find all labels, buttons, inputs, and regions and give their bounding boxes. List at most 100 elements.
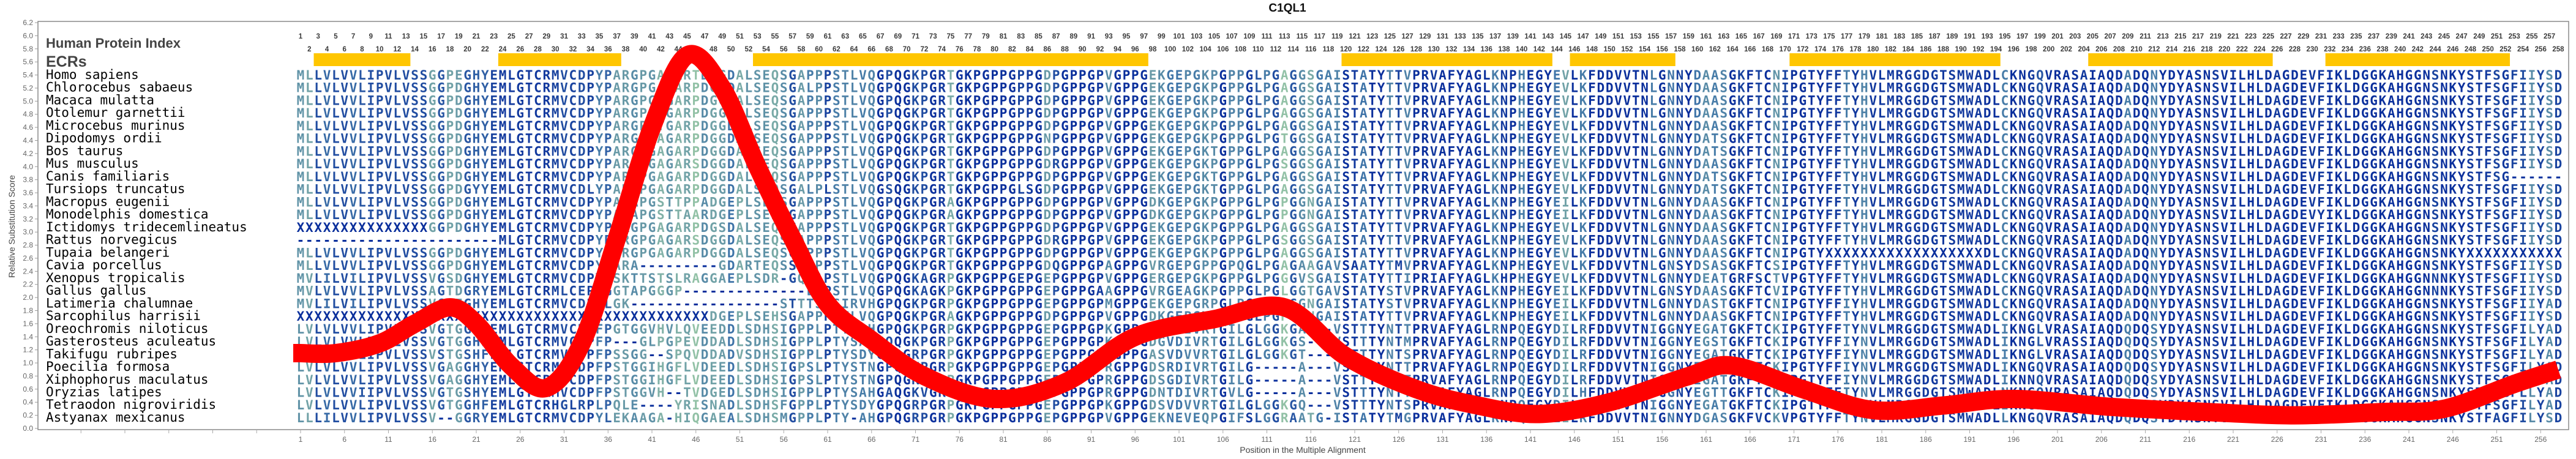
x-tick-label: 106 (1217, 435, 1229, 444)
index-number: 253 (2509, 33, 2520, 40)
index-number: 133 (1455, 33, 1466, 40)
x-tick-label: 246 (2447, 435, 2459, 444)
y-tick-label: 4.0 (23, 162, 33, 171)
residue: A (736, 81, 744, 95)
y-tick-label: 6.2 (23, 18, 33, 27)
ecr-bar (1789, 53, 2001, 66)
residue: S (2194, 81, 2202, 95)
y-tick-label: 3.0 (23, 228, 33, 236)
residue: P (1000, 81, 1008, 95)
residue: T (525, 81, 533, 95)
residue: A (1325, 81, 1333, 95)
residue: V (1623, 93, 1631, 108)
residue: F (1448, 93, 1456, 108)
species-name: Xiphophorus maculatus (46, 372, 209, 387)
residue: T (1755, 81, 1763, 95)
residue: D (2555, 81, 2563, 95)
residue: G (1061, 81, 1069, 95)
residue: G (956, 68, 964, 83)
residue: V (323, 81, 331, 95)
residue: G (1316, 81, 1324, 95)
residue: L (2256, 68, 2264, 83)
residue: N (2203, 68, 2211, 83)
residue: S (2194, 68, 2202, 83)
residue: L (850, 68, 858, 83)
residue: G (1140, 81, 1148, 95)
residue: E (1149, 68, 1157, 83)
species-name: Bos taurus (46, 143, 123, 158)
index-number: 145 (1560, 33, 1572, 40)
residue: D (1693, 68, 1701, 83)
residue: V (1869, 93, 1877, 108)
index-number: 51 (736, 33, 744, 40)
residue: Y (481, 81, 489, 95)
index-number: 226 (2271, 46, 2283, 53)
x-tick-label: 51 (736, 435, 744, 444)
y-tick-label: 3.2 (23, 215, 33, 223)
residue: L (1570, 93, 1578, 108)
residue: E (1527, 81, 1535, 95)
residue: G (1087, 81, 1095, 95)
residue: M (552, 68, 560, 83)
index-number: 20 (463, 46, 471, 53)
x-tick-label: 1 (299, 435, 303, 444)
residue: Q (2106, 68, 2114, 83)
residue: V (1614, 93, 1622, 108)
residue: Y (1816, 68, 1824, 83)
index-number: 70 (903, 46, 911, 53)
index-number: 246 (2447, 46, 2458, 53)
residue: P (1184, 68, 1192, 83)
index-number: 129 (1419, 33, 1431, 40)
index-number: 60 (815, 46, 823, 53)
residue: K (1491, 93, 1499, 108)
residue: G (1219, 93, 1227, 108)
index-number: 138 (1498, 46, 1510, 53)
residue: E (1149, 81, 1157, 95)
residue: G (2405, 81, 2413, 95)
index-number: 114 (1287, 46, 1299, 53)
residue: D (1693, 81, 1701, 95)
index-number: 171 (1788, 33, 1800, 40)
residue: G (437, 81, 445, 95)
residue: A (613, 93, 621, 108)
residue: G (1474, 81, 1482, 95)
residue: R (683, 93, 691, 108)
index-number: 234 (2342, 46, 2354, 53)
index-number: 6 (343, 46, 346, 53)
residue: S (1720, 68, 1728, 83)
residue: P (1079, 68, 1087, 83)
residue: G (2282, 81, 2290, 95)
x-tick-label: 241 (2403, 435, 2415, 444)
index-number: 150 (1604, 46, 1616, 53)
residue: P (815, 81, 823, 95)
y-tick-label: 1.2 (23, 346, 33, 354)
ecr-bar (2325, 53, 2510, 66)
residue: V (1562, 68, 1570, 83)
residue: V (1404, 68, 1412, 83)
species-name: Ictidomys tridecemlineatus (46, 220, 247, 234)
residue: Q (894, 93, 902, 108)
index-number: 254 (2517, 46, 2529, 53)
ecr-bar (498, 53, 621, 66)
index-number: 65 (859, 33, 867, 40)
plot-frame (37, 21, 2569, 430)
index-number: 151 (1612, 33, 1625, 40)
x-tick-label: 156 (1656, 435, 1668, 444)
residue: K (1737, 68, 1745, 83)
index-number: 64 (850, 46, 858, 53)
residue: A (1360, 81, 1368, 95)
index-number: 190 (1955, 46, 1967, 53)
index-number: 163 (1718, 33, 1729, 40)
residue: D (2133, 68, 2141, 83)
residue: L (332, 93, 340, 108)
residue: G (1658, 68, 1666, 83)
index-number: 170 (1780, 46, 1791, 53)
x-tick-label: 121 (1349, 435, 1361, 444)
residue: H (2247, 68, 2255, 83)
index-number: 126 (1393, 46, 1404, 53)
index-number: 2 (307, 46, 311, 53)
human-protein-index-label: Human Protein Index (46, 35, 181, 51)
residue: Y (1456, 68, 1464, 83)
residue: G (1913, 68, 1921, 83)
